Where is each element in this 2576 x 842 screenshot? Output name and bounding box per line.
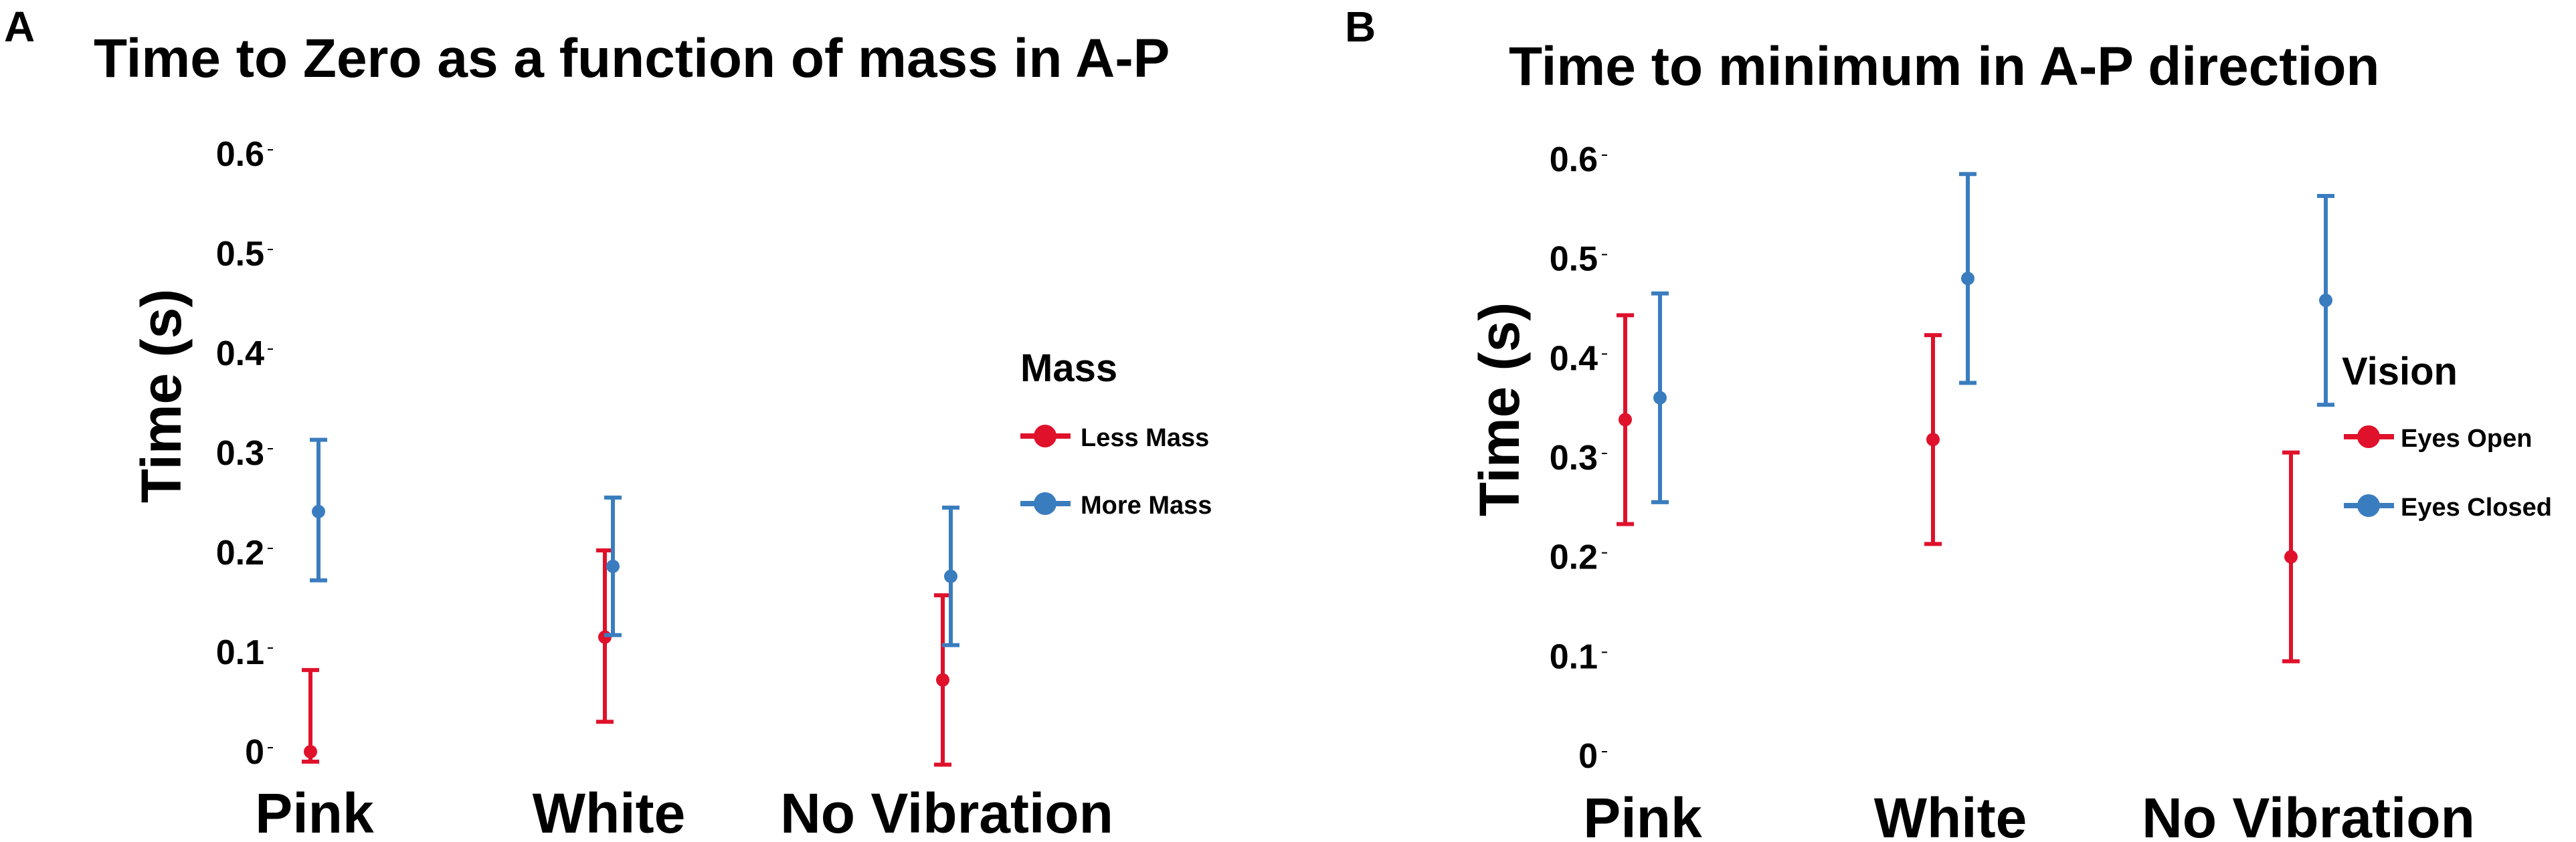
error-bar-point <box>302 667 319 764</box>
data-point <box>936 673 949 687</box>
legend-title: Vision <box>2342 350 2458 393</box>
panel-label: A <box>4 3 35 51</box>
x-category-label: Pink <box>255 782 374 842</box>
legend-label-eyes-closed: Eyes Closed <box>2401 494 2552 522</box>
data-point <box>2319 294 2332 308</box>
y-tick-label: 0.4 <box>1550 339 1598 378</box>
data-point <box>606 559 620 573</box>
legend-swatch-dot-eyes-closed <box>2357 494 2380 517</box>
y-tick-label: 0 <box>1578 737 1598 776</box>
y-tick-label: 0.3 <box>1550 439 1598 478</box>
error-bar-point <box>1924 333 1942 546</box>
y-tick-label: 0.3 <box>216 434 264 473</box>
legend: Vision Eyes Open Eyes Closed <box>2342 350 2552 522</box>
error-bar-point <box>2317 194 2334 407</box>
legend-label-eyes-open: Eyes Open <box>2401 425 2532 453</box>
y-tick-label: 0.1 <box>1550 637 1598 676</box>
error-bar-point <box>1959 172 1976 385</box>
chart-title: Time to minimum in A-P direction <box>1509 36 2380 97</box>
legend-swatch-dot-less-mass <box>1034 425 1056 447</box>
error-bar-point <box>934 593 951 767</box>
y-tick-label: 0.6 <box>1550 140 1598 179</box>
y-tick-label: 0.6 <box>216 135 264 174</box>
y-tick-label: 0 <box>245 733 264 772</box>
x-category-label: White <box>1874 786 2027 842</box>
chart-title: Time to Zero as a function of mass in A-… <box>94 28 1170 89</box>
x-category-labels: Pink White No Vibration <box>1583 786 2475 842</box>
y-tick-label: 0.5 <box>216 235 264 274</box>
error-bar-point <box>1617 313 1634 526</box>
data-marks <box>1617 172 2334 663</box>
data-marks <box>302 437 959 767</box>
x-category-label: White <box>533 782 686 842</box>
y-tick-label: 0.5 <box>1550 240 1598 279</box>
legend-title: Mass <box>1020 346 1117 390</box>
y-tick-labels: 0 0.1 0.2 0.3 0.4 0.5 0.6 <box>1550 140 1607 776</box>
x-category-labels: Pink White No Vibration <box>255 782 1113 842</box>
data-point <box>1619 413 1632 427</box>
panel-label: B <box>1345 3 1376 51</box>
panel-a: A Time to Zero as a function of mass in … <box>4 3 1212 842</box>
x-category-label: Pink <box>1583 786 1702 842</box>
y-tick-label: 0.2 <box>216 534 264 572</box>
error-bar-point <box>1651 291 1669 504</box>
data-point <box>1961 272 1974 286</box>
x-category-label: No Vibration <box>780 782 1113 842</box>
legend-swatch-dot-more-mass <box>1034 492 1056 515</box>
legend: Mass Less Mass More Mass <box>1020 346 1212 520</box>
error-bar-point <box>310 437 327 583</box>
error-bar-point <box>604 496 622 637</box>
panel-b: B Time to minimum in A-P direction Time … <box>1345 3 2552 842</box>
data-point <box>304 745 317 758</box>
legend-label-more-mass: More Mass <box>1081 492 1212 520</box>
error-bar-point <box>942 505 959 647</box>
x-category-label: No Vibration <box>2142 786 2475 842</box>
data-point <box>1653 391 1667 405</box>
y-tick-label: 0.4 <box>216 334 264 373</box>
data-point <box>2284 550 2298 564</box>
data-point <box>944 569 957 583</box>
y-tick-label: 0.2 <box>1550 538 1598 577</box>
data-point <box>1926 433 1940 447</box>
y-tick-label: 0.1 <box>216 633 264 672</box>
y-axis-label: Time (s) <box>1468 302 1531 517</box>
legend-label-less-mass: Less Mass <box>1081 424 1209 452</box>
y-axis-label: Time (s) <box>130 289 193 504</box>
y-tick-labels: 0 0.1 0.2 0.3 0.4 0.5 0.6 <box>216 135 273 772</box>
error-bar-point <box>2282 450 2300 663</box>
data-point <box>312 504 325 518</box>
legend-swatch-dot-eyes-open <box>2357 425 2380 448</box>
